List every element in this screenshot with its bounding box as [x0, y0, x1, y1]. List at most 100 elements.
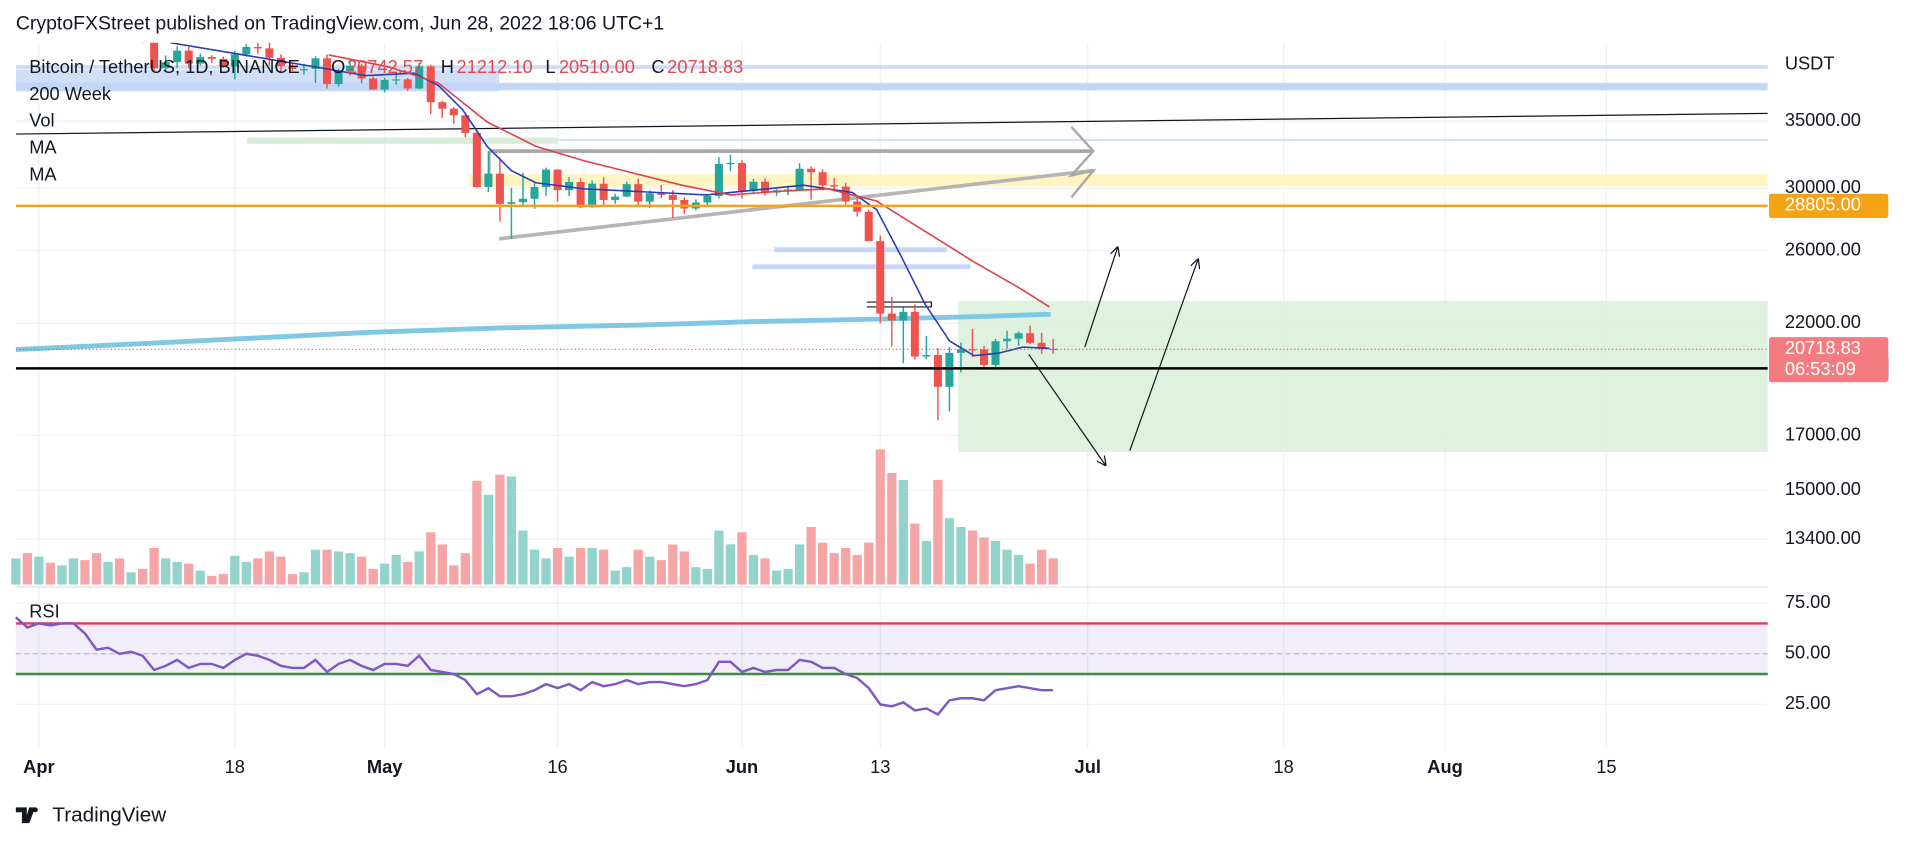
candle-body	[795, 168, 804, 190]
volume-bar	[679, 551, 689, 585]
candle-body	[253, 46, 262, 49]
volume-bar	[552, 547, 563, 585]
indicator-label: MA	[29, 163, 57, 184]
last-price-box	[1768, 337, 1889, 383]
candle-body	[760, 181, 770, 193]
volume-bar	[702, 568, 713, 585]
candle-body	[369, 78, 378, 90]
candle-body	[219, 58, 228, 67]
candle-body	[161, 62, 170, 69]
candle-body	[1003, 338, 1012, 342]
labels: CryptoFXStreet published on TradingView.…	[15, 13, 1889, 826]
candle-body	[749, 181, 758, 192]
candle-body	[346, 65, 355, 72]
volume-bar	[1002, 549, 1012, 585]
volume-bar	[472, 480, 482, 585]
candle-body	[334, 71, 343, 85]
candle-body	[933, 355, 942, 387]
candle-body	[484, 173, 493, 188]
trend-line	[15, 112, 1768, 135]
y-tick-label: 22000.00	[1785, 311, 1861, 332]
rsi-tick-label: 75.00	[1785, 591, 1831, 612]
volume-bar	[783, 568, 793, 585]
volume-bar	[564, 556, 574, 585]
volume-bar	[633, 549, 643, 585]
candle-body	[173, 50, 182, 63]
x-tick-label: 15	[1596, 756, 1616, 777]
candle-body	[357, 65, 366, 79]
header: CryptoFXStreet published on TradingView.…	[16, 13, 664, 35]
rsi-label: RSI	[29, 600, 59, 621]
candle-body	[1037, 342, 1046, 350]
x-tick-label: Apr	[23, 756, 54, 777]
volume-bar	[575, 547, 586, 585]
candle-body	[265, 48, 274, 58]
candle-body	[657, 193, 666, 195]
candle-body	[323, 58, 332, 85]
volume-bar	[34, 556, 44, 585]
candle-body	[288, 66, 297, 69]
candle-body	[979, 349, 989, 365]
volume-bar	[979, 537, 989, 585]
level-band	[247, 137, 558, 144]
target-zone	[958, 300, 1768, 452]
candle-body	[230, 54, 239, 67]
drawings	[15, 65, 1768, 452]
x-tick-label: Jun	[726, 756, 758, 777]
ma-slow	[328, 54, 1050, 308]
scenario-arrow	[1129, 259, 1198, 451]
volume-bar	[852, 554, 862, 585]
y-tick-label: 13400.00	[1785, 527, 1861, 548]
candle-body	[680, 199, 689, 209]
volume-bar	[818, 542, 828, 585]
candle-body	[299, 68, 308, 71]
candle-body	[472, 132, 481, 188]
legend-key: O	[331, 56, 345, 77]
volume-bar	[368, 568, 378, 585]
candle-body	[588, 183, 597, 208]
candle-body	[968, 349, 977, 351]
candle-body	[726, 162, 735, 165]
volume-bar	[599, 549, 609, 585]
volume-bar	[322, 549, 332, 585]
logo-shape	[15, 807, 38, 824]
volume-bar	[241, 561, 251, 585]
volume-bar	[80, 560, 90, 585]
candle-body	[1026, 333, 1035, 343]
volume-bar	[910, 523, 920, 585]
level-band	[774, 247, 948, 253]
candle-body	[599, 183, 608, 200]
legend-value: 20718.83	[667, 56, 743, 77]
volume-bar	[345, 553, 355, 585]
volume-bar	[1025, 563, 1035, 585]
volume-bar	[610, 570, 620, 585]
countdown: 06:53:09	[1785, 358, 1856, 379]
candle-body	[737, 162, 746, 192]
candle-body	[392, 79, 401, 81]
indicator-label: MA	[29, 137, 57, 158]
x-tick-label: May	[367, 756, 403, 777]
scenario-arrow	[1084, 247, 1118, 348]
level-label: 28805.00	[1785, 194, 1861, 215]
currency: USDT	[1785, 52, 1835, 73]
volume-bar	[921, 540, 932, 585]
candle-body	[703, 195, 712, 203]
volume-bar	[449, 565, 459, 585]
volume-bar	[426, 532, 436, 585]
candle-body	[807, 168, 816, 173]
volume-bar	[310, 549, 321, 585]
volume-bar	[495, 474, 505, 585]
candle-body	[530, 187, 539, 199]
candle-body	[495, 173, 504, 204]
candle-body	[714, 163, 723, 196]
volume-bar	[68, 558, 79, 585]
level-band	[752, 264, 971, 270]
candle-body	[922, 355, 931, 357]
volume-bar	[195, 570, 205, 585]
volume-bar	[57, 565, 67, 585]
indicator-label: 200 Week	[29, 83, 112, 104]
candle-body	[426, 66, 435, 103]
candle-body	[518, 198, 527, 203]
volume-bar	[967, 530, 978, 585]
volume-bar	[656, 560, 666, 585]
